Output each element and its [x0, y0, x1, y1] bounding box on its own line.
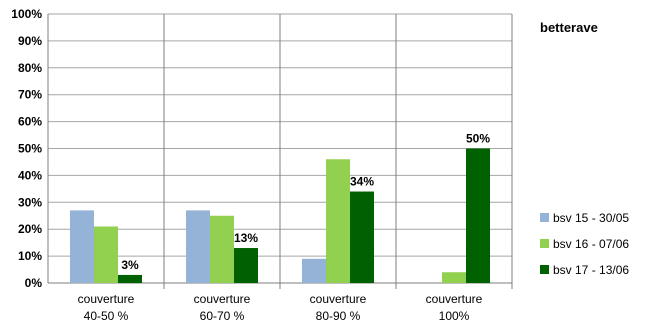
- bars: [70, 148, 490, 283]
- legend-swatch: [540, 239, 549, 248]
- category-label: couverture: [426, 292, 483, 306]
- category-label: 80-90 %: [316, 309, 361, 323]
- category-label: 40-50 %: [84, 309, 129, 323]
- data-labels: 3% 13% 34% 50%: [121, 132, 490, 272]
- y-tick-label: 70%: [18, 88, 42, 102]
- legend-swatch: [540, 213, 549, 222]
- category-label: couverture: [194, 292, 251, 306]
- y-tick-label: 0%: [25, 276, 43, 290]
- bar: [350, 191, 374, 283]
- y-tick-label: 30%: [18, 195, 42, 209]
- chart-title: betterave: [540, 20, 598, 35]
- data-label: 13%: [234, 231, 258, 245]
- bar: [118, 274, 142, 283]
- data-label: 50%: [466, 132, 490, 146]
- bar: [186, 210, 210, 283]
- y-tick-label: 50%: [18, 142, 42, 156]
- y-tick-label: 100%: [11, 7, 42, 21]
- category-label: couverture: [78, 292, 135, 306]
- legend-swatch: [540, 265, 549, 274]
- legend-label: bsv 17 - 13/06: [553, 263, 629, 277]
- data-label: 34%: [350, 175, 374, 189]
- legend: bsv 15 - 30/05 bsv 16 - 07/06 bsv 17 - 13/…: [540, 211, 629, 277]
- bar: [210, 215, 234, 283]
- category-label: 100%: [439, 309, 470, 323]
- y-tick-label: 10%: [18, 249, 42, 263]
- y-tick-label: 20%: [18, 222, 42, 236]
- bar: [442, 272, 466, 283]
- data-label: 3%: [121, 258, 139, 272]
- legend-label: bsv 16 - 07/06: [553, 237, 629, 251]
- bar: [94, 226, 118, 283]
- bar: [234, 248, 258, 283]
- legend-label: bsv 15 - 30/05: [553, 211, 629, 225]
- y-tick-label: 40%: [18, 168, 42, 182]
- bar: [326, 159, 350, 283]
- category-label: 60-70 %: [200, 309, 245, 323]
- bar: [70, 210, 94, 283]
- y-tick-label: 90%: [18, 34, 42, 48]
- y-tick-label: 60%: [18, 115, 42, 129]
- y-axis-ticks: 0% 10% 20% 30% 40% 50% 60% 70% 80% 90% 100%: [11, 7, 42, 290]
- x-axis-categories: couverture 40-50 % couverture 60-70 % couver…: [78, 292, 483, 323]
- category-label: couverture: [310, 292, 367, 306]
- bar: [466, 148, 490, 283]
- bar: [302, 258, 326, 283]
- gridlines: [47, 13, 513, 289]
- y-tick-label: 80%: [18, 61, 42, 75]
